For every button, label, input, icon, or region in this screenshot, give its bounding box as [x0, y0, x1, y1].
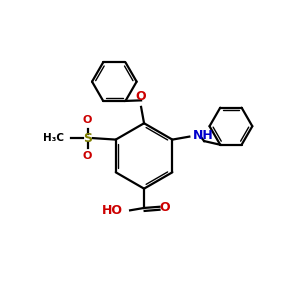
- Text: O: O: [83, 115, 92, 125]
- Text: NH: NH: [193, 129, 214, 142]
- Text: O: O: [83, 151, 92, 161]
- Text: H₃C: H₃C: [43, 133, 64, 143]
- Text: HO: HO: [102, 204, 123, 217]
- Text: O: O: [160, 202, 170, 214]
- Text: O: O: [136, 90, 146, 103]
- Text: S: S: [83, 132, 92, 145]
